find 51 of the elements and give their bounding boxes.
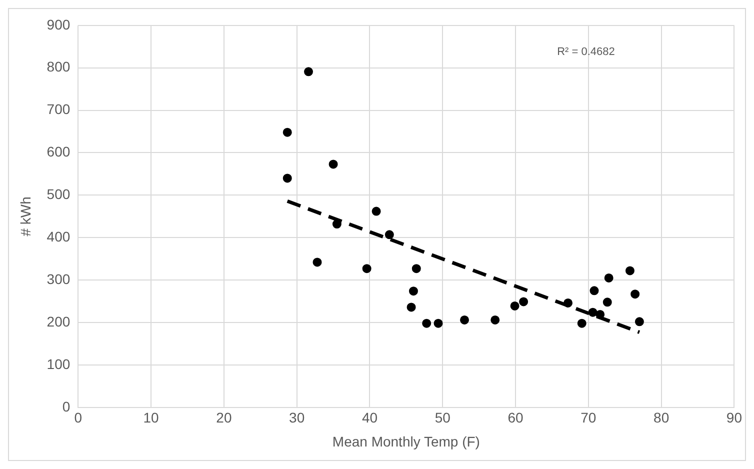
y-tick-label: 0 [62, 398, 70, 414]
point [510, 301, 520, 310]
y-tick-label: 100 [46, 356, 70, 372]
x-tick-label: 40 [362, 410, 378, 426]
point [412, 264, 421, 274]
point [332, 220, 342, 229]
y-axis-title: # kWh [17, 196, 34, 236]
y-tick-label: 200 [46, 313, 70, 330]
point [602, 298, 612, 307]
point [596, 310, 605, 319]
point [519, 297, 528, 306]
point [304, 67, 314, 76]
point [408, 286, 418, 296]
point [625, 266, 634, 276]
x-tick-label: 0 [74, 410, 82, 426]
point [564, 298, 573, 308]
x-tick-label: 90 [726, 410, 742, 426]
y-tick-label: 900 [46, 16, 70, 32]
point [282, 174, 292, 183]
x-tick-label: 60 [508, 410, 524, 426]
y-tick-label: 600 [46, 144, 70, 160]
annotation: R² = 0.4682 [557, 46, 615, 58]
point [577, 318, 586, 328]
x-axis-title: Mean Monthly Temp (F) [332, 433, 480, 450]
point [362, 264, 372, 274]
point [282, 128, 292, 137]
y-tick-label: 300 [46, 270, 70, 287]
point [312, 258, 322, 267]
point [422, 318, 432, 328]
point [490, 315, 500, 324]
x-tick-label: 50 [434, 410, 451, 426]
point [604, 273, 614, 282]
point [590, 286, 599, 296]
point [588, 308, 598, 317]
point [460, 315, 469, 324]
y-tick-label: 800 [46, 58, 70, 75]
y-tick-label: 700 [46, 101, 70, 118]
point [328, 160, 338, 169]
x-tick-label: 80 [654, 410, 670, 426]
x-tick-label: 20 [216, 410, 232, 426]
point [372, 206, 381, 216]
x-tick-label: 70 [580, 410, 596, 426]
point [434, 318, 443, 328]
x-tick-label: 30 [289, 410, 305, 426]
y-tick-label: 400 [46, 228, 70, 244]
point [630, 290, 640, 299]
point [634, 317, 644, 326]
x-tick-label: 10 [143, 410, 160, 426]
point [384, 230, 394, 240]
point [406, 302, 416, 312]
y-tick-label: 500 [46, 186, 70, 202]
